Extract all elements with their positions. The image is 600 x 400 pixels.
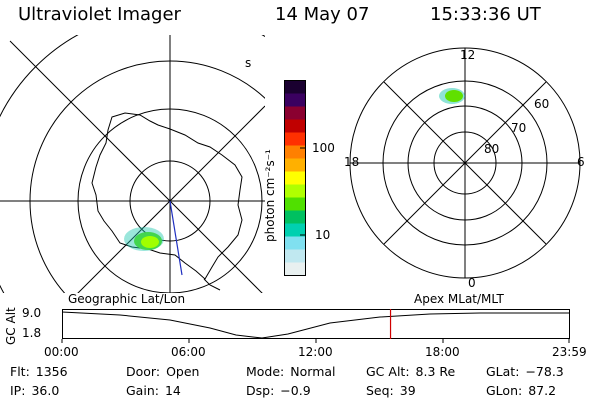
time-label: 15:33:36 UT bbox=[430, 4, 541, 25]
colorbar-segment bbox=[284, 119, 306, 133]
altitude-axis-label: GC Alt bbox=[4, 307, 18, 345]
colorbar-segment bbox=[284, 262, 306, 276]
altitude-curve bbox=[61, 311, 570, 339]
status-ip: IP: 36.0 bbox=[10, 383, 60, 398]
time-tick: 00:00 bbox=[44, 345, 79, 359]
mlt-label-6: 6 bbox=[577, 155, 585, 169]
colorbar-segment bbox=[284, 145, 306, 159]
altitude-y-top: 9.0 bbox=[22, 306, 42, 320]
status-door: Door: Open bbox=[126, 364, 200, 379]
colorbar-segment bbox=[284, 236, 306, 250]
colorbar-segment bbox=[284, 106, 306, 120]
altitude-plot bbox=[61, 309, 570, 343]
colorbar-segment bbox=[284, 158, 306, 172]
meridian-line bbox=[9, 40, 263, 293]
aurora-oval bbox=[445, 90, 463, 102]
geographic-map bbox=[0, 35, 265, 293]
continent-outline bbox=[91, 112, 243, 280]
colorbar-segment bbox=[284, 93, 306, 107]
colorbar-segment bbox=[284, 197, 306, 211]
sun-direction-line bbox=[169, 200, 183, 276]
colorbar-segment bbox=[284, 132, 306, 146]
colorbar-label: photon cm⁻²s⁻¹ bbox=[263, 149, 277, 242]
colorbar-segment bbox=[284, 210, 306, 224]
time-tick: 12:00 bbox=[298, 345, 333, 359]
mlat-label-60: 60 bbox=[534, 97, 550, 111]
status-mode: Mode: Normal bbox=[246, 364, 336, 379]
status-dsp: Dsp: −0.9 bbox=[246, 383, 311, 398]
status-flt: Flt: 1356 bbox=[10, 364, 68, 379]
mlat-label-70: 70 bbox=[511, 121, 527, 135]
meridian-line bbox=[77, 105, 265, 293]
colorbar-segment bbox=[284, 184, 306, 198]
colorbar-segment bbox=[284, 249, 306, 263]
instrument-title: Ultraviolet Imager bbox=[18, 4, 181, 25]
status-gain: Gain: 14 bbox=[126, 383, 181, 398]
mlt-label-12: 12 bbox=[460, 48, 476, 62]
mlat-label-80: 80 bbox=[484, 142, 500, 156]
mlt-label-0: 0 bbox=[468, 276, 476, 290]
status-glat: GLat: −78.3 bbox=[486, 364, 564, 379]
colorbar-segment bbox=[284, 80, 306, 94]
colorbar-tick: 10 bbox=[315, 228, 331, 242]
time-tick: 23:59 bbox=[552, 345, 587, 359]
mlt-label-18: 18 bbox=[344, 155, 360, 169]
time-tick: 06:00 bbox=[171, 345, 206, 359]
colorbar-segment bbox=[284, 223, 306, 237]
mlt-line bbox=[383, 81, 547, 245]
time-tick: 18:00 bbox=[425, 345, 460, 359]
map-edge-mark: s bbox=[245, 56, 252, 70]
status-glon: GLon: 87.2 bbox=[486, 383, 557, 398]
colorbar bbox=[284, 80, 306, 276]
date-label: 14 May 07 bbox=[275, 4, 370, 25]
left-map-caption: Geographic Lat/Lon bbox=[68, 292, 186, 306]
status-seq: Seq: 39 bbox=[366, 383, 416, 398]
magnetic-map bbox=[349, 47, 581, 279]
right-map-caption: Apex MLat/MLT bbox=[414, 292, 504, 306]
colorbar-segment bbox=[284, 171, 306, 185]
status-gc-alt: GC Alt: 8.3 Re bbox=[366, 364, 456, 379]
aurora-core bbox=[141, 236, 159, 248]
altitude-y-bottom: 1.8 bbox=[22, 326, 42, 340]
continent-outline bbox=[203, 278, 221, 291]
colorbar-tick: 100 bbox=[312, 141, 335, 155]
